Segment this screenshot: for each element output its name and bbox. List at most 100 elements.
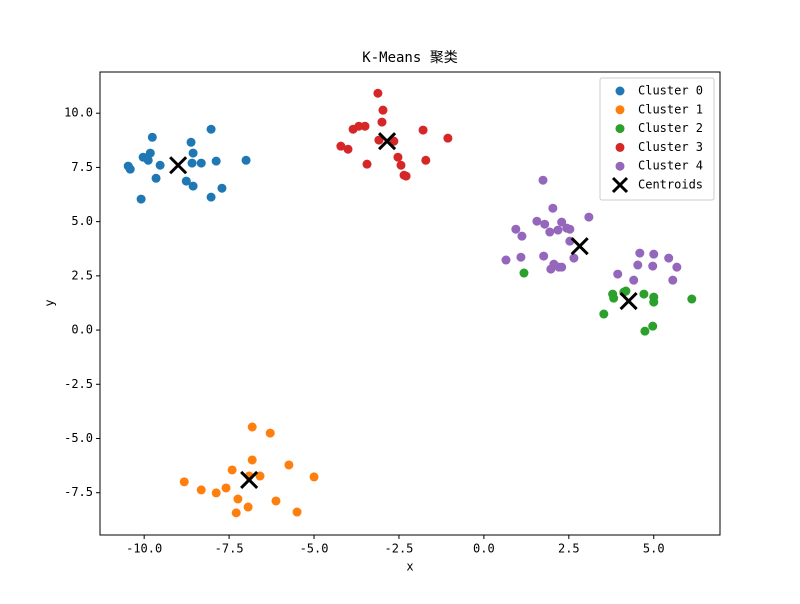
- legend-label: Cluster 3: [638, 140, 703, 154]
- point: [393, 152, 403, 162]
- legend-box: [599, 77, 715, 201]
- x-tick-label: -2.5: [385, 542, 414, 556]
- point: [553, 225, 563, 235]
- point: [271, 496, 281, 506]
- legend-label: Cluster 2: [638, 121, 703, 135]
- point: [609, 293, 619, 303]
- point: [196, 485, 206, 495]
- point: [206, 192, 216, 202]
- legend-marker: [611, 176, 629, 194]
- x-tick-label: 2.5: [558, 542, 580, 556]
- point: [538, 175, 548, 185]
- legend-label: Cluster 0: [638, 84, 703, 98]
- legend-marker: [615, 86, 625, 96]
- point: [360, 121, 370, 131]
- point: [147, 132, 157, 142]
- point: [186, 137, 196, 147]
- point: [231, 508, 241, 518]
- point: [648, 321, 658, 331]
- point: [211, 156, 221, 166]
- point: [633, 260, 643, 270]
- point: [516, 252, 526, 262]
- y-axis-label: y: [43, 299, 57, 306]
- point: [554, 262, 564, 272]
- y-tick-label: -7.5: [64, 485, 93, 499]
- point: [188, 148, 198, 158]
- y-tick-label: -2.5: [64, 377, 93, 391]
- point: [648, 261, 658, 271]
- point: [247, 455, 257, 465]
- point: [292, 507, 302, 517]
- point: [599, 309, 609, 319]
- point: [545, 227, 555, 237]
- point: [621, 286, 631, 296]
- point: [227, 465, 237, 475]
- point: [377, 117, 387, 127]
- point: [639, 289, 649, 299]
- centroid: [570, 237, 589, 256]
- y-tick-label: -5.0: [64, 431, 93, 445]
- legend-marker: [615, 161, 625, 171]
- y-tick-label: 5.0: [71, 214, 93, 228]
- centroid: [169, 156, 188, 175]
- point: [511, 224, 521, 234]
- point: [640, 326, 650, 336]
- x-tick-label: 5.0: [643, 542, 665, 556]
- point: [284, 460, 294, 470]
- point: [233, 494, 243, 504]
- point: [179, 477, 189, 487]
- legend-marker: [615, 105, 625, 115]
- point: [217, 183, 227, 193]
- point: [649, 249, 659, 259]
- point: [421, 155, 431, 165]
- legend-label: Centroids: [638, 178, 703, 192]
- point: [565, 224, 575, 234]
- legend: Cluster 0 Cluster 1 Cluster 2 Cluster 3 Clus…: [599, 77, 715, 201]
- point: [145, 148, 155, 158]
- point: [517, 231, 527, 241]
- point: [211, 488, 221, 498]
- point: [143, 155, 153, 165]
- point: [443, 133, 453, 143]
- x-tick-label: -5.0: [300, 542, 329, 556]
- point: [362, 159, 372, 169]
- point: [584, 212, 594, 222]
- point: [181, 176, 191, 186]
- centroid: [240, 470, 259, 489]
- x-tick-label: -7.5: [215, 542, 244, 556]
- point: [664, 253, 674, 263]
- point: [206, 124, 216, 134]
- chart-title: K-Means 聚类: [362, 50, 457, 66]
- point: [188, 181, 198, 191]
- plot-frame: [99, 71, 721, 536]
- point: [247, 422, 257, 432]
- point: [501, 255, 511, 265]
- y-tick-label: 2.5: [71, 268, 93, 282]
- point: [151, 173, 161, 183]
- point: [649, 297, 659, 307]
- x-axis-label: x: [406, 560, 413, 574]
- point: [155, 160, 165, 170]
- point: [255, 471, 265, 481]
- legend-marker: [615, 142, 625, 152]
- point: [540, 219, 550, 229]
- point: [374, 135, 384, 145]
- centroid: [619, 291, 638, 311]
- point: [532, 216, 542, 226]
- point: [389, 136, 399, 146]
- point: [635, 248, 645, 258]
- point: [399, 170, 409, 180]
- point: [336, 141, 346, 151]
- y-tick-label: 0.0: [71, 323, 93, 337]
- point: [343, 144, 353, 154]
- point: [221, 483, 231, 493]
- point: [373, 88, 383, 98]
- point: [672, 262, 682, 272]
- point: [668, 275, 678, 285]
- point: [629, 275, 639, 285]
- point: [378, 105, 388, 115]
- point: [548, 203, 558, 213]
- point: [557, 217, 567, 227]
- point: [546, 264, 556, 274]
